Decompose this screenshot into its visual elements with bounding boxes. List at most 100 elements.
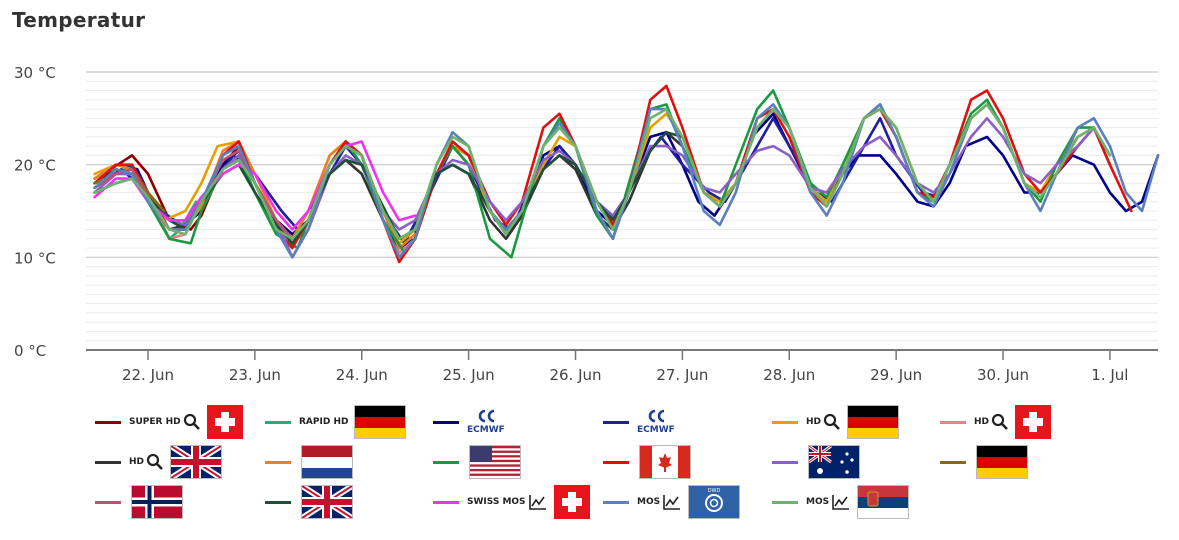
x-tick-label: 24. Jun <box>336 366 388 384</box>
legend-swatch <box>772 460 798 464</box>
model-badge: HD <box>806 416 822 427</box>
mos-chart-icon <box>528 493 548 511</box>
model-logo: ECMWF <box>467 403 505 441</box>
flag-germany-icon <box>976 445 1028 479</box>
legend-item[interactable]: MOS <box>772 482 910 522</box>
x-tick-label: 1. Jul <box>1091 366 1128 384</box>
legend-swatch <box>772 500 798 504</box>
legend-item[interactable] <box>265 482 353 522</box>
ecmwf-logo-icon <box>475 409 497 423</box>
legend-item[interactable] <box>265 442 353 482</box>
search-icon <box>146 453 164 471</box>
model-logo: ECMWF <box>637 403 675 441</box>
model-logo: MOS <box>806 483 851 521</box>
legend-swatch <box>603 500 629 504</box>
x-tick-label: 25. Jun <box>443 366 495 384</box>
legend-swatch <box>95 460 121 464</box>
legend-swatch <box>95 500 121 504</box>
series-lines <box>93 84 1160 264</box>
flag-germany-icon <box>354 405 407 439</box>
mos-chart-icon <box>831 493 851 511</box>
legend-item[interactable] <box>940 442 1028 482</box>
legend-swatch <box>265 460 291 464</box>
flag-norway-icon <box>131 485 183 519</box>
model-badge: SUPER HD <box>129 416 181 427</box>
legend-item[interactable]: HD <box>940 402 1052 442</box>
legend-item[interactable] <box>772 442 860 482</box>
model-logo: HD <box>806 403 841 441</box>
x-tick-label: 27. Jun <box>656 366 708 384</box>
y-tick-label: 0 °C <box>14 342 46 360</box>
legend-swatch <box>95 420 121 424</box>
legend-item[interactable]: HD <box>772 402 900 442</box>
x-tick-label: 29. Jun <box>870 366 922 384</box>
model-logo: MOS <box>637 483 682 521</box>
legend-item[interactable]: MOS DWD <box>603 482 741 522</box>
legend-swatch <box>433 460 459 464</box>
legend: SUPER HD RAPID HD ECMWF ECMWF HD HD HD SWISS MO… <box>0 402 1179 538</box>
legend-swatch <box>940 460 966 464</box>
legend-item[interactable]: SUPER HD <box>95 402 243 442</box>
y-axis-ticks: 0 °C 10 °C 20 °C 30 °C <box>14 64 56 360</box>
legend-item[interactable]: HD <box>95 442 223 482</box>
mos-chart-icon <box>662 493 682 511</box>
flag-uk-icon <box>170 445 223 479</box>
flag-switzerland-icon <box>553 485 590 519</box>
legend-swatch <box>265 500 291 504</box>
model-logo: HD <box>129 443 164 481</box>
y-tick-label: 10 °C <box>14 249 56 267</box>
flag-dwd-icon: DWD <box>688 485 741 519</box>
x-axis-ticks: 22. Jun 23. Jun 24. Jun 25. Jun 26. Jun 27. J… <box>122 350 1128 384</box>
model-logo: SUPER HD <box>129 403 201 441</box>
flag-switzerland-icon <box>1015 405 1052 439</box>
legend-item[interactable]: SWISS MOS <box>433 482 590 522</box>
flag-canada-icon <box>639 445 691 479</box>
legend-item[interactable]: RAPID HD <box>265 402 407 442</box>
model-logo: SWISS MOS <box>467 483 548 521</box>
x-tick-label: 26. Jun <box>549 366 601 384</box>
flag-australia-icon <box>808 445 860 479</box>
series-line-16 <box>93 103 1112 241</box>
legend-item[interactable] <box>433 442 521 482</box>
flag-usa-icon <box>469 445 521 479</box>
y-tick-label: 30 °C <box>14 64 56 82</box>
temperature-chart: 0 °C 10 °C 20 °C 30 °C 22. Jun 23. Jun 24. Ju… <box>14 64 1160 384</box>
chart-title: Temperatur <box>12 8 146 32</box>
search-icon <box>991 413 1009 431</box>
model-badge: HD <box>129 456 145 467</box>
legend-item[interactable] <box>95 482 183 522</box>
y-tick-label: 20 °C <box>14 157 56 175</box>
model-badge: SWISS MOS <box>467 496 526 507</box>
flag-germany-icon <box>847 405 900 439</box>
legend-item[interactable] <box>603 442 691 482</box>
legend-swatch <box>433 500 459 504</box>
model-badge: MOS <box>806 496 830 507</box>
legend-swatch <box>603 460 629 464</box>
legend-swatch <box>433 420 459 424</box>
flag-switzerland-icon <box>206 405 243 439</box>
legend-swatch <box>603 420 629 424</box>
flag-serbia-icon <box>857 485 910 519</box>
flag-uk-icon <box>301 485 353 519</box>
x-tick-label: 28. Jun <box>763 366 815 384</box>
x-tick-label: 30. Jun <box>977 366 1029 384</box>
series-line-0 <box>93 140 417 254</box>
model-badge: RAPID HD <box>299 416 349 427</box>
x-tick-label: 22. Jun <box>122 366 174 384</box>
model-logo: RAPID HD <box>299 403 348 441</box>
legend-swatch <box>772 420 798 424</box>
legend-item[interactable]: ECMWF <box>433 402 509 442</box>
legend-swatch <box>940 420 966 424</box>
flag-netherlands-icon <box>301 445 353 479</box>
ecmwf-logo-icon <box>645 409 667 423</box>
search-icon <box>183 413 201 431</box>
svg-text:DWD: DWD <box>708 488 721 494</box>
x-tick-label: 23. Jun <box>229 366 281 384</box>
model-logo: HD <box>974 403 1009 441</box>
series-line-5 <box>93 144 417 254</box>
model-badge: MOS <box>637 496 661 507</box>
model-badge: ECMWF <box>637 425 675 435</box>
legend-item[interactable]: ECMWF <box>603 402 679 442</box>
search-icon <box>823 413 841 431</box>
legend-swatch <box>265 420 291 424</box>
